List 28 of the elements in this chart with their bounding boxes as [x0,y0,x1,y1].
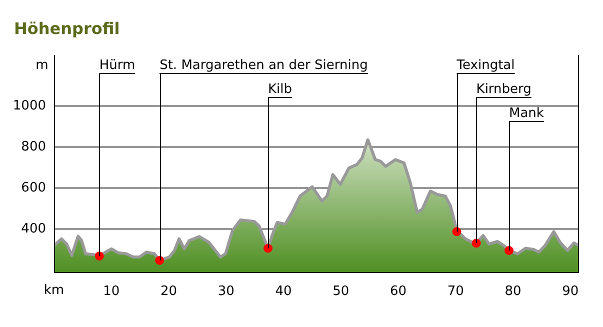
annotation: Kirnberg [476,82,532,97]
x-tick-label: 60 [390,284,407,300]
y-axis-title: m [36,58,48,73]
annotation: Texingtal [456,58,515,73]
point [452,227,462,236]
point [472,238,481,248]
x-tick-label: 70 [447,284,464,300]
x-tick-label: 90 [562,284,579,300]
x-tick-label: 40 [275,284,292,300]
x-tick-label: 50 [332,284,350,300]
y-tick-label: 400 [21,221,46,236]
y-tick-label: 800 [21,140,46,154]
annotation: Kilb [268,82,292,97]
point [504,246,514,256]
chart-title: Höhenprofil [14,19,120,38]
x-axis-title: km [44,282,64,298]
x-tick-label: 20 [160,284,178,300]
annotation: Hürm [99,58,136,73]
annotation: St. Margarethen an der Sierning [160,58,368,73]
point [155,256,164,265]
x-tick-label: 30 [218,284,234,300]
y-tick-label: 1000 [12,98,46,114]
point [264,244,273,253]
y-tick-label: 600 [21,180,46,196]
point [94,252,104,261]
annotation: Mank [509,106,544,121]
x-tick-label: 10 [103,284,120,300]
x-tick-label: 80 [504,284,522,300]
